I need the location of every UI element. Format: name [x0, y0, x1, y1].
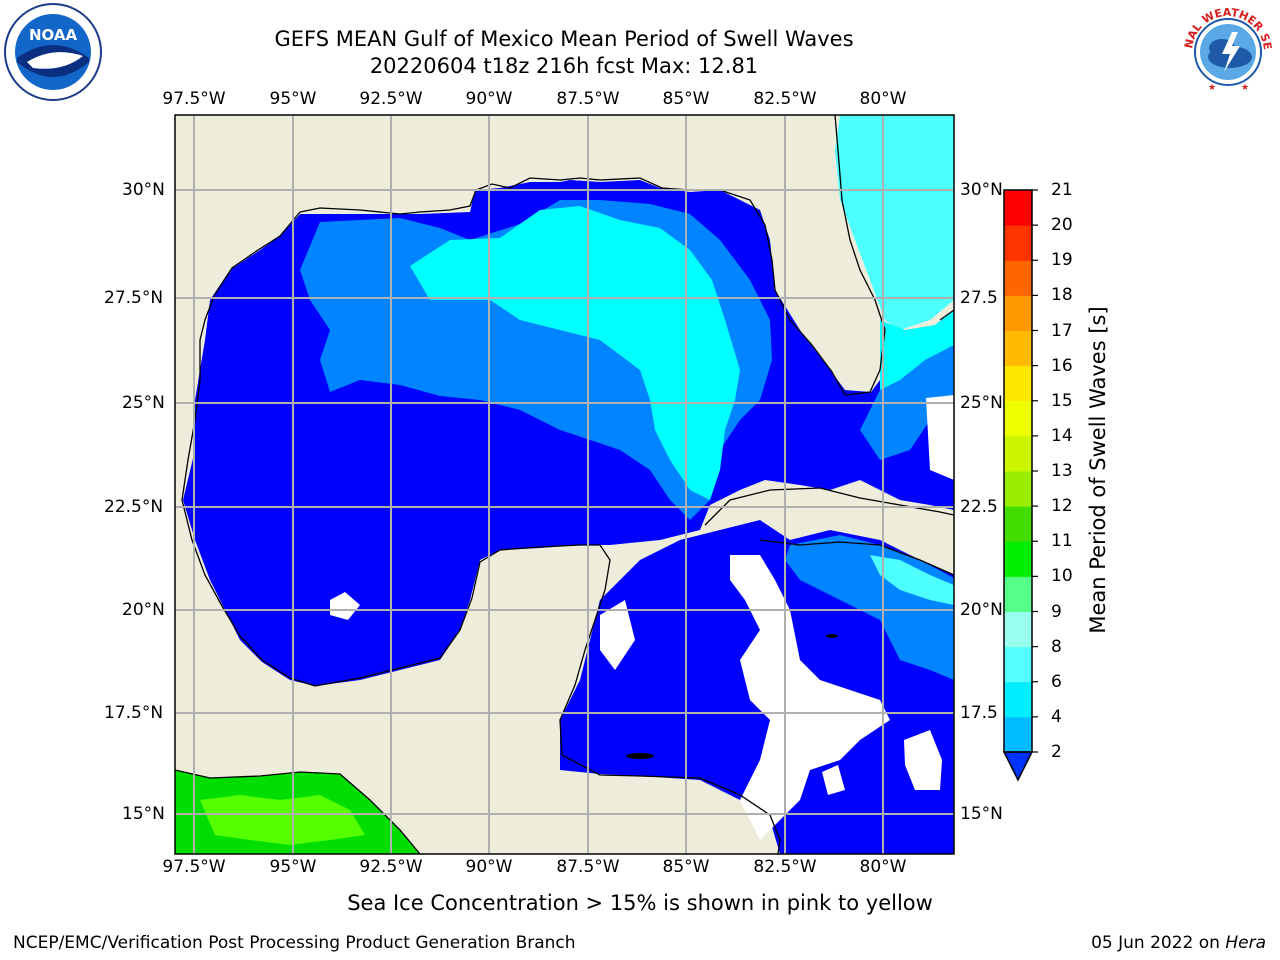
nws-logo: NATIONAL WEATHER SERVICE ★ ★ [1173, 0, 1278, 102]
chart-title: GEFS MEAN Gulf of Mexico Mean Period of … [274, 27, 854, 51]
colorbar-segment [1004, 260, 1032, 296]
host-text: Hera [1225, 933, 1266, 953]
lon-label-bottom: 82.5°W [753, 857, 817, 877]
colorbar-tick-label: 8 [1051, 636, 1062, 657]
nodata-3 [730, 555, 890, 840]
lat-label-right: 27.5 [960, 288, 998, 308]
lon-label-bottom: 85°W [662, 857, 710, 877]
colorbar-tick-label: 21 [1051, 180, 1073, 200]
atlantic-swell-8 [880, 310, 954, 390]
lat-label-right: 20°N [960, 600, 1003, 620]
lon-label-bottom: 97.5°W [162, 857, 226, 877]
colorbar-segment [1004, 365, 1032, 402]
colorbar-tick-label: 13 [1051, 461, 1073, 481]
colorbar-segment [1004, 541, 1032, 577]
lon-label-top: 92.5°W [359, 89, 423, 109]
sea-ice-note: Sea Ice Concentration > 15% is shown in … [347, 891, 933, 915]
colorbar-tick-label: 16 [1051, 355, 1073, 376]
colorbar-tick-label: 19 [1051, 250, 1073, 271]
lon-label-bottom: 92.5°W [359, 857, 423, 877]
colorbar-segment [1004, 471, 1032, 507]
lon-label-top: 90°W [465, 89, 513, 109]
nodata-2 [600, 600, 635, 670]
lat-label-right: 30°N [960, 180, 1003, 200]
caribbean-swell-6-8 [870, 555, 954, 605]
lat-label-right: 17.5 [960, 703, 998, 723]
colorbar-tick-label: 6 [1051, 671, 1062, 692]
svg-text:★: ★ [1208, 83, 1216, 93]
colorbar-segment [1004, 506, 1032, 542]
colorbar-segment [1004, 716, 1032, 753]
colorbar-tick-label: 10 [1051, 566, 1073, 587]
gulf-swell-6-8 [410, 206, 740, 500]
pacific-swell-green-light [200, 795, 365, 845]
colorbar-title: Mean Period of Swell Waves [s] [1086, 306, 1110, 634]
nodata-4 [904, 730, 942, 790]
colorbar-tick-label: 20 [1051, 215, 1073, 236]
lat-label-left: 20°N [122, 600, 165, 620]
map-frame [174, 114, 955, 855]
colorbar-segment [1004, 435, 1032, 472]
lon-label-top: 82.5°W [753, 89, 817, 109]
lon-label-bottom: 90°W [465, 857, 513, 877]
graticule [175, 115, 954, 854]
colorbar-segment [1004, 190, 1032, 226]
colorbar-tick-label: 17 [1051, 320, 1073, 341]
colorbar-segment [1004, 225, 1032, 261]
lat-label-left: 15°N [122, 804, 165, 824]
lon-label-bottom: 87.5°W [556, 857, 620, 877]
lat-label-right: 22.5 [960, 497, 998, 517]
svg-text:★: ★ [1241, 83, 1249, 93]
islands [626, 634, 838, 759]
colorbar-extend-triangle [1002, 751, 1034, 782]
colorbar-tick-label: 4 [1051, 706, 1062, 727]
colorbar [1002, 189, 1038, 782]
colorbar-segment [1004, 400, 1032, 437]
lat-label-left: 25°N [122, 393, 165, 413]
lon-label-top: 85°W [662, 89, 710, 109]
lat-label-right: 15°N [960, 804, 1003, 824]
colorbar-segment [1004, 576, 1032, 612]
noaa-logo-text: NOAA [29, 26, 78, 44]
noaa-logo: NOAA [3, 2, 103, 102]
org-credit: NCEP/EMC/Verification Post Processing Pr… [13, 933, 576, 953]
colorbar-segment [1004, 646, 1032, 683]
date-text: 05 Jun 2022 on [1091, 933, 1226, 953]
date-credit: 05 Jun 2022 on Hera [1091, 933, 1266, 953]
nodata-6 [822, 765, 845, 795]
colorbar-tick-label: 12 [1051, 496, 1073, 517]
lon-label-top: 80°W [859, 89, 907, 109]
lat-label-left: 30°N [122, 180, 165, 200]
lat-label-left: 17.5°N [104, 703, 164, 723]
colorbar-tick-label: 9 [1051, 601, 1062, 622]
nodata-5 [926, 395, 954, 480]
colorbar-segment [1004, 330, 1032, 367]
lon-label-top: 95°W [269, 89, 317, 109]
map-plot-area [175, 115, 954, 854]
colorbar-tick-label: 18 [1051, 285, 1073, 306]
colorbar-segment [1004, 295, 1032, 331]
colorbar-tick-label: 15 [1051, 390, 1073, 411]
lat-label-left: 27.5°N [104, 288, 164, 308]
atlantic-swell-6-8 [835, 115, 954, 330]
lat-label-left: 22.5°N [104, 497, 164, 517]
lon-label-bottom: 95°W [269, 857, 317, 877]
colorbar-segment [1004, 611, 1032, 648]
chart-subtitle: 20220604 t18z 216h fcst Max: 12.81 [369, 54, 759, 78]
lat-label-right: 25°N [960, 393, 1003, 413]
colorbar-tick-label: 2 [1051, 742, 1062, 762]
colorbar-segment [1004, 681, 1032, 718]
nodata-1 [330, 592, 360, 620]
colorbar-tick-label: 14 [1051, 425, 1073, 446]
lon-label-top: 97.5°W [162, 89, 226, 109]
lon-label-top: 87.5°W [556, 89, 620, 109]
colorbar-tick-label: 11 [1051, 531, 1073, 552]
lon-label-bottom: 80°W [859, 857, 907, 877]
